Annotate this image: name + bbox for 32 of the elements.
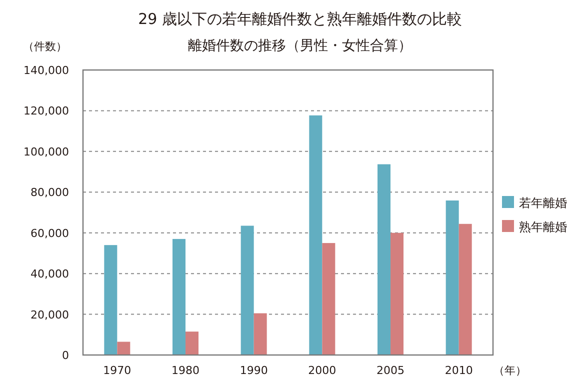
y-tick-label: 60,000 (30, 226, 69, 240)
x-tick-label: 1980 (172, 364, 200, 377)
bar (322, 243, 336, 355)
legend-label: 熟年離婚 (519, 220, 567, 234)
chart-subtitle: 離婚件数の推移（男性・女性合算） (188, 38, 412, 54)
bar (446, 200, 459, 355)
bar (117, 342, 130, 355)
bar (309, 115, 322, 355)
y-tick-label: 120,000 (24, 104, 69, 118)
bar (240, 226, 254, 355)
y-tick-label: 100,000 (24, 145, 69, 158)
bar (254, 313, 267, 355)
legend-label: 若年離婚 (519, 196, 567, 210)
x-axis-title: （年） (494, 364, 526, 377)
y-tick-label: 40,000 (30, 268, 69, 281)
y-tick-label: 140,000 (24, 64, 69, 77)
y-tick-label: 20,000 (30, 308, 69, 322)
bar (378, 164, 390, 355)
x-tick-label: 2005 (376, 364, 404, 377)
x-tick-label: 2000 (308, 364, 336, 377)
x-tick-label: 2010 (444, 364, 473, 377)
bar (458, 224, 472, 355)
bar (186, 332, 198, 355)
bar (172, 238, 186, 355)
chart-title: 29 歳以下の若年離婚件数と熟年離婚件数の比較 (138, 10, 462, 28)
x-tick-label: 1990 (240, 364, 268, 377)
bar (104, 245, 118, 355)
y-axis-title: （件数） (23, 40, 67, 53)
bar (390, 232, 404, 355)
x-tick-label: 1970 (103, 364, 132, 377)
y-tick-label: 80,000 (30, 186, 69, 200)
y-tick-label: 0 (62, 349, 69, 362)
